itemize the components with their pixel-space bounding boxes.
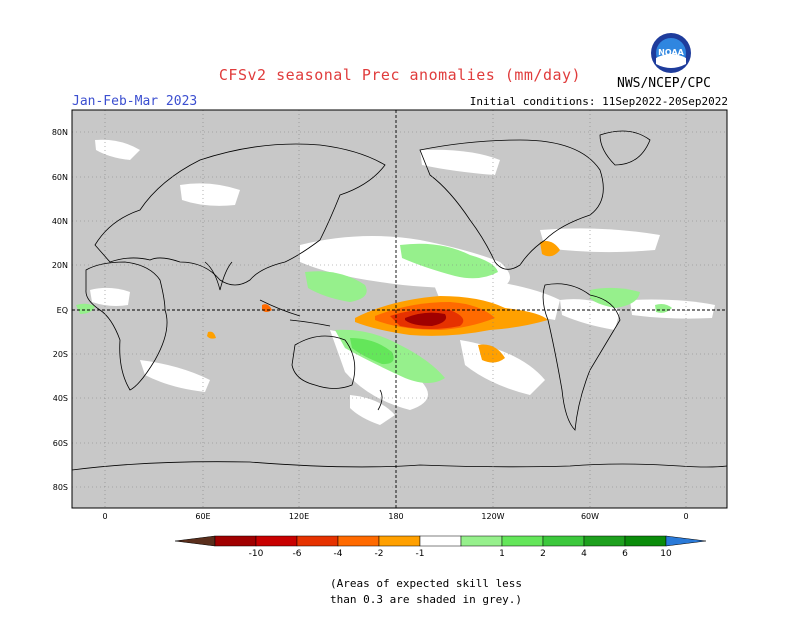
lat-label: 20S: [53, 350, 68, 359]
legend-arrow-high: [665, 535, 707, 547]
skill-region: [420, 149, 500, 175]
legend-label: 4: [581, 549, 587, 559]
lon-label: 120E: [289, 512, 309, 521]
lon-label: 120W: [481, 512, 504, 521]
skill-region: [140, 360, 210, 392]
noaa-logo: NOAA: [650, 32, 692, 74]
lon-label: 0: [102, 512, 107, 521]
skill-region: [430, 275, 560, 320]
dry-anomaly: [540, 241, 560, 257]
wet-anomalies: [76, 243, 672, 383]
legend-swatch: [542, 535, 585, 547]
coast-north-america: [419, 139, 604, 270]
skill-region: [540, 228, 660, 253]
legend-label: -2: [375, 549, 384, 559]
skill-region: [95, 139, 140, 160]
agency-label: NWS/NCEP/CPC: [617, 76, 711, 91]
coast-india: [204, 261, 233, 291]
lat-label: 80S: [53, 483, 68, 492]
legend-label: -4: [334, 549, 343, 559]
legend-swatch: [501, 535, 544, 547]
longitude-labels: 0 60E 120E 180 120W 60W 0: [102, 512, 688, 521]
latitude-labels: 80N 60N 40N 20N EQ 20S 40S 60S 80S: [52, 128, 68, 492]
skill-region: [180, 183, 240, 206]
dry-anomaly: [478, 344, 505, 363]
legend-label: 6: [622, 549, 628, 559]
footnote-line-1: (Areas of expected skill less: [330, 577, 523, 590]
lon-label: 60W: [581, 512, 599, 521]
wet-anomaly: [76, 303, 95, 314]
legend-swatch: [214, 535, 257, 547]
wet-anomaly: [590, 287, 640, 308]
map-frame: [71, 109, 728, 509]
noaa-logo-text: NOAA: [658, 48, 684, 57]
coast-australia: [291, 335, 356, 389]
legend-label: 2: [540, 549, 546, 559]
skill-region: [90, 287, 130, 306]
lon-label: 0: [683, 512, 688, 521]
skill-region: [630, 299, 715, 319]
coastlines: [71, 130, 728, 471]
footnote: (Areas of expected skill less than 0.3 a…: [330, 576, 540, 608]
initial-conditions-label: Initial conditions: 11Sep2022-20Sep2022: [469, 95, 728, 108]
coast-antarctica: [71, 461, 728, 471]
footnote-line-2: than 0.3 are shaded in grey.): [330, 593, 523, 606]
coast-greenland: [599, 130, 651, 166]
legend-swatch: [378, 535, 421, 547]
lon-label: 60E: [195, 512, 210, 521]
legend-label: -1: [416, 549, 425, 559]
equator-dateline: [72, 110, 727, 508]
legend-swatch: [460, 535, 503, 547]
legend-label: 1: [499, 549, 505, 559]
coast-eurasia: [94, 143, 386, 286]
dry-anomaly: [405, 312, 447, 326]
lat-label: 60N: [52, 173, 68, 182]
chart-title: CFSv2 seasonal Prec anomalies (mm/day): [218, 66, 582, 84]
coast-south-america: [542, 283, 621, 431]
skill-region: [350, 395, 395, 425]
wet-anomaly: [400, 243, 498, 279]
lat-label: 20N: [52, 261, 68, 270]
lon-label: 180: [388, 512, 403, 521]
color-legend: -10 -6 -4 -2 -1 1 2 4 6 10: [174, 535, 707, 559]
dry-anomalies: [207, 241, 560, 363]
wet-anomaly: [655, 304, 672, 313]
legend-swatch: [624, 535, 667, 547]
noaa-logo-wave: [656, 54, 686, 68]
lat-label: 40S: [53, 394, 68, 403]
legend-label: -10: [249, 549, 264, 559]
wet-anomaly: [305, 271, 367, 302]
legend-swatch: [337, 535, 380, 547]
lat-label: 80N: [52, 128, 68, 137]
dry-anomaly: [207, 331, 216, 339]
legend-swatch: [583, 535, 626, 547]
coast-africa: [85, 261, 168, 391]
lat-label: 60S: [53, 439, 68, 448]
coast-indonesia: [259, 299, 331, 327]
legend-label: -6: [293, 549, 302, 559]
lat-label: 40N: [52, 217, 68, 226]
season-label: Jan-Feb-Mar 2023: [72, 94, 198, 109]
wet-anomaly: [350, 338, 394, 365]
legend-swatch: [419, 535, 462, 547]
legend-arrow-low: [174, 535, 216, 547]
legend-label: 10: [660, 549, 672, 559]
legend-swatch: [296, 535, 339, 547]
legend-swatch: [255, 535, 298, 547]
lat-label: EQ: [57, 306, 68, 315]
coast-new-zealand: [377, 389, 383, 411]
